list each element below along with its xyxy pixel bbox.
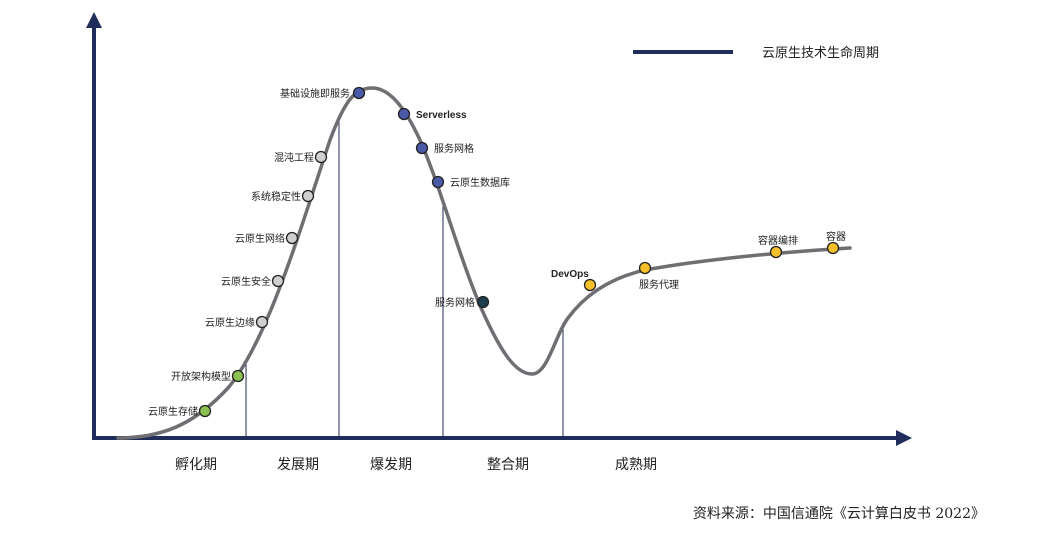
tech-point: 云原生存储 [148,404,212,418]
tech-point: 云原生数据库 [431,175,510,189]
point-label: 云原生网络 [235,232,285,245]
point-marker [431,175,445,189]
tech-point: DevOps [551,269,597,292]
point-marker [769,245,783,259]
point-marker [476,295,490,309]
legend: 云原生技术生命周期 [633,45,879,61]
tech-point: Serverless [397,107,467,121]
technology-points: 云原生存储 开放架构模型 云原生边缘 云原生安全 云原生网络 系统稳定性 混沌工程 基础设施即… [148,86,846,418]
tech-point: 云原生边缘 [205,315,269,329]
point-marker [352,86,366,100]
point-label: 云原生数据库 [450,176,510,189]
point-label: 混沌工程 [274,151,314,164]
axes [86,12,912,446]
phase-label-incubation: 孵化期 [175,457,217,473]
point-label: 服务网格 [434,142,474,155]
point-marker [583,278,597,292]
point-marker [638,261,652,275]
phase-label-integration: 整合期 [487,457,529,473]
point-label: 系统稳定性 [251,190,301,203]
point-label: 云原生边缘 [205,316,255,329]
point-label: 服务网格 [435,296,475,309]
point-marker [271,274,285,288]
point-marker [415,141,429,155]
point-marker [301,189,315,203]
phase-boundaries [245,118,564,438]
point-marker [285,231,299,245]
point-label: 基础设施即服务 [280,87,350,100]
lifecycle-curve [116,86,852,440]
point-label: DevOps [551,269,589,280]
phase-label-explosion: 爆发期 [370,457,412,473]
source-note: 资料来源：中国信通院《云计算白皮书 2022》 [693,506,985,522]
tech-point: 开放架构模型 [171,369,245,383]
tech-point: 服务代理 [638,261,679,291]
y-axis-arrow [86,12,102,28]
tech-point: 系统稳定性 [251,189,315,203]
point-label: 容器编排 [758,234,798,247]
tech-point: 服务网格 [415,141,474,155]
x-axis-arrow [896,430,912,446]
tech-point: 基础设施即服务 [280,86,366,100]
point-marker [255,315,269,329]
point-label: 云原生安全 [221,275,271,288]
phase-labels: 孵化期 发展期 爆发期 整合期 成熟期 [175,457,657,473]
point-label: 云原生存储 [148,405,198,418]
tech-point: 容器 [826,230,846,255]
tech-point: 服务网格 [435,295,490,309]
tech-point: 混沌工程 [274,150,328,164]
point-label: Serverless [416,110,467,121]
tech-point: 容器编排 [758,234,798,259]
point-label: 服务代理 [639,278,679,291]
point-marker [231,369,245,383]
phase-label-growth: 发展期 [277,457,319,473]
point-marker [826,241,840,255]
point-label: 开放架构模型 [171,370,231,383]
legend-label: 云原生技术生命周期 [762,45,879,61]
phase-label-maturity: 成熟期 [615,457,657,473]
point-label: 容器 [826,230,846,243]
point-marker [198,404,212,418]
tech-point: 云原生网络 [235,231,299,245]
tech-point: 云原生安全 [221,274,285,288]
point-marker [314,150,328,164]
point-marker [397,107,411,121]
